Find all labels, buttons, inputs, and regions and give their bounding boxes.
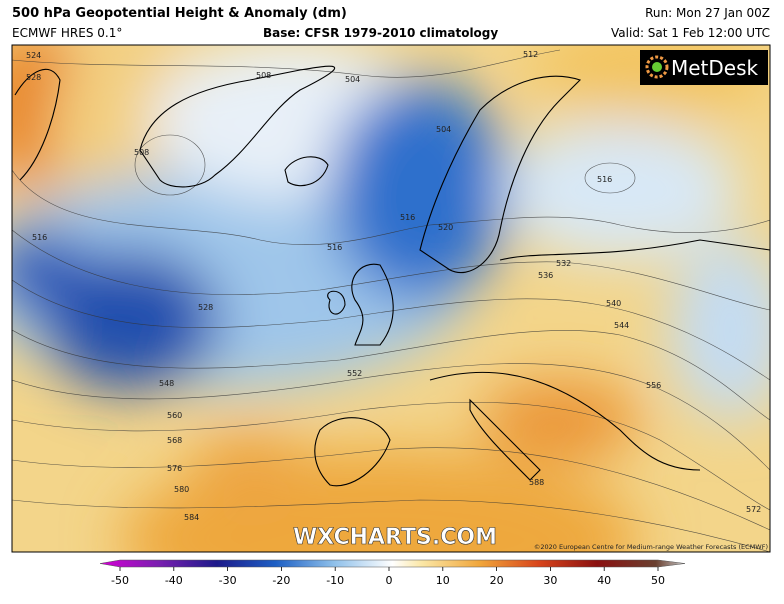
contour-label: 508 (134, 148, 149, 157)
contour-label: 508 (256, 71, 271, 80)
valid: Valid: Sat 1 Feb 12:00 UTC (611, 26, 770, 40)
map-frame (11, 44, 771, 553)
contour-label: 556 (646, 381, 661, 390)
colorbar-tick-label: -10 (326, 574, 344, 587)
contour-label: 540 (606, 299, 621, 308)
colorbar-tick-label: 50 (651, 574, 665, 587)
contour-label: 528 (198, 303, 213, 312)
coastlines (14, 65, 770, 487)
contour-label: 568 (167, 436, 182, 445)
colorbar-tick-label: -50 (111, 574, 129, 587)
contour-label: 548 (159, 379, 174, 388)
contour-label: 520 (438, 223, 453, 232)
colorbar-tick-label: 40 (597, 574, 611, 587)
contour-label: 524 (26, 51, 41, 60)
colorbar-tick-label: -30 (219, 574, 237, 587)
contour-label: 528 (26, 73, 41, 82)
contour-labels: 524 528 508 504 512 508 504 516 516 520 … (26, 50, 761, 522)
contour-label: 560 (167, 411, 182, 420)
colorbar-tick-label: 0 (386, 574, 393, 587)
contour-label: 516 (597, 175, 612, 184)
contour-label: 584 (184, 513, 199, 522)
run: Run: Mon 27 Jan 00Z (645, 6, 770, 20)
contour-label: 512 (523, 50, 538, 59)
colorbar-tick-label: 10 (436, 574, 450, 587)
contour-label: 588 (529, 478, 544, 487)
colorbar-tick-label: -20 (272, 574, 290, 587)
contour-label: 580 (174, 485, 189, 494)
contour-label: 516 (32, 233, 47, 242)
colorbar-tick-label: 20 (490, 574, 504, 587)
map: 524 528 508 504 512 508 504 516 516 520 … (12, 45, 770, 552)
colorbar-tick-label: 30 (543, 574, 557, 587)
contour-label: 504 (436, 125, 451, 134)
contour-label: 532 (556, 259, 571, 268)
contour-label: 504 (345, 75, 360, 84)
colorbar-gradient (99, 559, 686, 568)
model: ECMWF HRES 0.1° (12, 26, 122, 40)
title: 500 hPa Geopotential Height & Anomaly (d… (12, 6, 347, 21)
contours (12, 49, 770, 552)
colorbar: -50 -40 -30 -20 -10 0 10 20 30 40 50 (99, 559, 686, 587)
contour-label: 576 (167, 464, 182, 473)
contour-label: 572 (746, 505, 761, 514)
contour-label: 516 (327, 243, 342, 252)
copyright: ©2020 European Centre for Medium-range W… (534, 543, 768, 551)
logo-icon (645, 55, 669, 79)
contour-label: 516 (400, 213, 415, 222)
colorbar-tick-label: -40 (165, 574, 183, 587)
logo: MetDesk (671, 56, 759, 80)
contour-label: 552 (347, 369, 362, 378)
contour-label: 536 (538, 271, 553, 280)
contour-label: 544 (614, 321, 629, 330)
watermark: WXCHARTS.COM (293, 525, 497, 550)
base: Base: CFSR 1979-2010 climatology (263, 26, 498, 40)
